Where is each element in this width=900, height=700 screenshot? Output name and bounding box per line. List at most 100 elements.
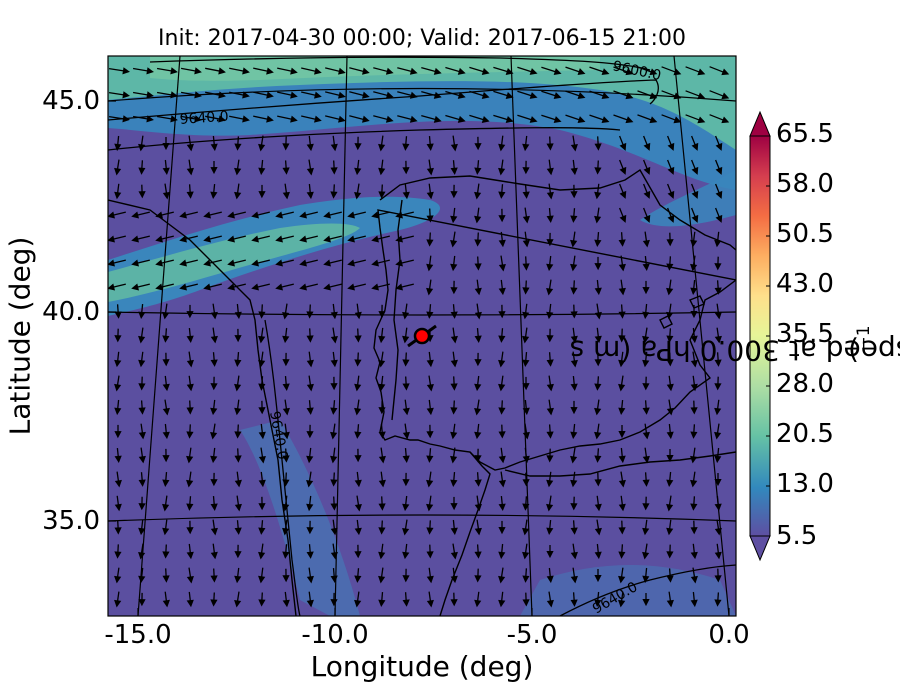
wind-arrow-head xyxy=(186,431,194,439)
wind-arrow-head xyxy=(138,335,146,344)
colorbar-extend-max xyxy=(749,110,771,137)
wind-arrow-head xyxy=(155,283,163,291)
wind-arrow-head xyxy=(618,455,626,464)
wind-arrow-head xyxy=(275,283,283,291)
wind-arrow-head xyxy=(522,287,530,295)
wind-arrow-head xyxy=(378,527,386,535)
wind-arrow-head xyxy=(642,503,650,511)
wind-arrow-head xyxy=(498,599,506,608)
wind-arrow-head xyxy=(690,551,698,560)
map-area: 9640.0 9640.0 9600.0 9640.0 xyxy=(108,56,736,616)
wind-arrow-head xyxy=(529,92,538,99)
wind-arrow-head xyxy=(203,235,211,243)
wind-arrow-head xyxy=(290,91,298,99)
wind-arrow-head xyxy=(577,116,586,124)
wind-arrow-head xyxy=(642,286,650,295)
wind-arrow-head xyxy=(619,214,627,223)
wind-arrow-head xyxy=(474,311,482,320)
wind-arrow-head xyxy=(594,215,602,224)
wind-arrow-head xyxy=(474,215,482,224)
wind-arrow-head xyxy=(131,283,139,291)
wind-arrow-head xyxy=(643,190,651,199)
wind-arrow-head xyxy=(138,527,146,536)
wind-arrow-head xyxy=(426,479,434,488)
wind-arrow-head xyxy=(450,575,458,584)
wind-arrow-head xyxy=(642,575,650,584)
wind-arrow-head xyxy=(186,527,194,535)
wind-arrow-head xyxy=(155,211,163,219)
wind-arrow-head xyxy=(715,190,723,199)
wind-arrow-head xyxy=(666,455,674,463)
wind-arrow-head xyxy=(306,431,314,439)
wind-arrow-head xyxy=(194,67,202,75)
wind-arrow-head xyxy=(474,287,482,296)
wind-arrow-head xyxy=(210,575,218,583)
wind-arrow-head xyxy=(594,431,602,440)
wind-arrow-head xyxy=(186,359,194,368)
wind-arrow-head xyxy=(450,167,458,175)
wind-arrow-head xyxy=(618,335,626,343)
wind-arrow-head xyxy=(570,599,578,607)
wind-arrow-head xyxy=(306,143,314,152)
wind-arrow-head xyxy=(162,383,170,392)
wind-arrow-head xyxy=(234,527,242,535)
wind-arrow-head xyxy=(306,383,314,392)
wind-arrow-head xyxy=(186,143,194,152)
wind-arrow-head xyxy=(474,239,482,247)
wind-arrow-head xyxy=(131,259,139,267)
wind-arrow-head xyxy=(570,239,578,248)
wind-arrow-head xyxy=(450,407,458,415)
wind-arrow-head xyxy=(162,455,170,463)
wind-arrow-head xyxy=(210,527,218,536)
wind-arrow-head xyxy=(338,91,346,99)
wind-arrow-head xyxy=(170,91,178,99)
wind-arrow-head xyxy=(618,407,626,416)
wind-arrow-head xyxy=(186,599,194,608)
colorbar-extend-min xyxy=(749,535,771,562)
wind-arrow-head xyxy=(258,575,266,584)
wind-arrow-head xyxy=(299,259,307,267)
wind-arrow-head xyxy=(170,115,178,123)
wind-arrow-head xyxy=(114,527,122,535)
wind-arrow-head xyxy=(155,235,163,243)
wind-arrow-head xyxy=(522,191,530,199)
wind-arrow-head xyxy=(474,575,482,583)
wind-arrow-head xyxy=(330,503,338,511)
wind-arrow-head xyxy=(426,575,434,584)
wind-arrow-head xyxy=(330,311,338,320)
wind-arrow-head xyxy=(210,551,218,560)
wind-arrow-head xyxy=(570,287,578,295)
wind-arrow-head xyxy=(643,166,651,175)
wind-arrow-head xyxy=(146,91,154,99)
wind-arrow-head xyxy=(522,239,530,248)
wind-arrow-head xyxy=(697,92,706,100)
chart-title: Init: 2017-04-30 00:00; Valid: 2017-06-1… xyxy=(158,26,686,51)
wind-arrow-head xyxy=(498,383,506,392)
wind-arrow-head xyxy=(643,214,651,223)
wind-arrow-head xyxy=(138,383,146,391)
wind-arrow-head xyxy=(594,335,602,344)
wind-arrow-head xyxy=(690,383,698,392)
wind-arrow-head xyxy=(457,67,466,75)
wind-arrow-head xyxy=(474,191,482,200)
wind-arrow-head xyxy=(498,407,506,415)
wind-arrow-head xyxy=(690,455,698,464)
wind-arrow-head xyxy=(666,311,674,320)
wind-arrow-head xyxy=(258,503,266,511)
wind-arrow-head xyxy=(338,67,346,75)
wind-arrow-head xyxy=(282,191,290,200)
wind-arrow-head xyxy=(362,91,370,99)
wind-arrow-head xyxy=(282,167,290,175)
wind-arrow-head xyxy=(522,479,530,487)
wind-arrow-head xyxy=(378,167,386,176)
wind-arrow-head xyxy=(402,335,410,344)
wind-arrow-head xyxy=(690,407,698,415)
map-frame xyxy=(107,55,737,617)
wind-arrow-head xyxy=(714,311,722,320)
wind-arrow-head xyxy=(402,383,410,391)
wind-arrow-head xyxy=(210,143,218,152)
wind-arrow-head xyxy=(570,503,578,511)
wind-arrow-head xyxy=(258,311,266,319)
colorbar xyxy=(749,110,771,562)
wind-arrow-head xyxy=(258,335,266,344)
